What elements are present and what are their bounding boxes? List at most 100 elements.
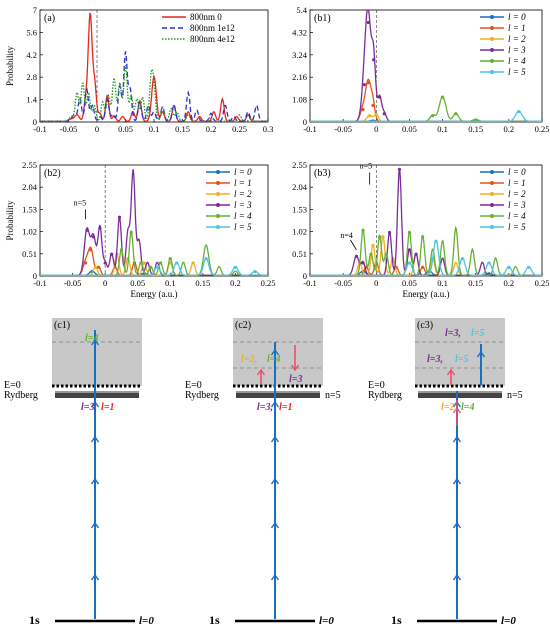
legend-label: l = 3 <box>508 200 526 210</box>
annotation-n5: n=5 <box>360 162 373 171</box>
arrow-head <box>270 521 280 529</box>
chart-b2: -0.1 -0.05 0 0.05 0.1 0.15 0.2 0.25 0 0.51 1.02 1.5… <box>5 160 275 299</box>
x-tick-label: -0.05 <box>60 124 78 134</box>
x-tick-label: 0.05 <box>130 278 145 288</box>
x-tick-label: 0.3 <box>263 124 274 134</box>
series-marker <box>85 228 89 232</box>
arrow-head <box>270 477 280 485</box>
y-tick-label: 2.16 <box>292 72 307 82</box>
n-label: n=5 <box>507 390 523 401</box>
e0-label: E=0 <box>185 380 202 391</box>
y-tick-label: 1.53 <box>292 204 307 214</box>
e0-label: E=0 <box>368 380 385 391</box>
arrow-head <box>90 573 100 581</box>
chart-b3: -0.1 -0.05 0 0.05 0.1 0.15 0.2 0.25 0 0.51 1.02 1.5… <box>292 160 549 299</box>
legend-label: 800nm 4e12 <box>190 34 235 44</box>
x-axis-label: Energy (a.u.) <box>130 289 177 299</box>
legend: l = 0l = 1l = 2l = 3l = 4l = 5 <box>480 167 526 232</box>
legend-label: l = 4 <box>508 211 526 221</box>
l-label-continuum: l=3, <box>427 354 443 365</box>
arrow-head <box>90 477 100 485</box>
continuum-region <box>52 318 142 386</box>
series-marker <box>97 265 101 269</box>
series-marker <box>361 107 365 112</box>
y-tick-label: 0 <box>33 271 37 281</box>
arrow-head <box>90 435 100 443</box>
legend-label: l = 0 <box>508 167 526 177</box>
legend-label: l = 3 <box>234 200 252 210</box>
series-marker <box>89 248 93 252</box>
y-tick-label: 0 <box>33 117 37 127</box>
legend-marker <box>490 70 494 74</box>
series-marker <box>369 252 373 256</box>
y-tick-label: 4.2 <box>26 50 37 60</box>
legend-marker <box>490 225 494 229</box>
y-tick-label: 2.04 <box>22 182 38 192</box>
series-marker <box>381 235 385 239</box>
x-tick-label: -0.1 <box>303 124 316 134</box>
chart-b1: -0.1 -0.05 0 0.05 0.1 0.15 0.2 0.25 0 1.08 2.16 3.2… <box>292 5 549 134</box>
legend-marker <box>216 214 220 218</box>
x-tick-label: 0.1 <box>149 124 160 134</box>
series-marker <box>204 256 208 261</box>
legend-label: l = 1 <box>508 23 526 33</box>
ground-l-label: l=0 <box>501 615 516 627</box>
l-label-continuum: l=3, <box>445 328 461 339</box>
y-tick-label: 4.32 <box>292 27 307 37</box>
arrow-head <box>452 477 462 485</box>
arrow-head <box>270 435 280 443</box>
x-tick-label: 0 <box>374 124 378 134</box>
legend-label: l = 5 <box>234 222 252 232</box>
rydberg-band <box>236 391 320 398</box>
l-label-continuum: l=4 <box>267 354 280 365</box>
series-marker <box>361 228 365 232</box>
y-tick-label: 0.51 <box>292 249 307 259</box>
series-marker <box>378 95 382 99</box>
series-marker <box>384 252 388 256</box>
series-marker <box>407 230 412 235</box>
series-marker <box>368 114 372 118</box>
y-tick-label: 1.08 <box>292 95 307 105</box>
x-tick-label: 0.15 <box>468 278 483 288</box>
series-marker <box>110 252 114 256</box>
series-marker <box>158 261 163 265</box>
legend-label: l = 0 <box>234 167 252 177</box>
l-label-continuum: l=2, <box>241 354 257 365</box>
legend-marker <box>490 203 494 207</box>
legend-marker <box>216 192 220 196</box>
legend-label: l = 4 <box>234 211 252 221</box>
series-marker <box>454 112 458 116</box>
series-marker <box>117 215 122 219</box>
x-axis-label: Energy (a.u.) <box>402 289 449 299</box>
series-marker <box>407 261 412 265</box>
x-tick-label: 0.25 <box>535 124 550 134</box>
x-tick-label: 0 <box>95 124 99 134</box>
chart-a: -0.1 -0.05 0 0.05 0.1 0.15 0.2 0.25 0.3 0 1.4 2.8 4.… <box>5 5 273 134</box>
series-line-1 <box>40 51 268 122</box>
x-tick-label: 0.15 <box>468 124 483 134</box>
series-line-1 <box>310 78 542 122</box>
series-marker <box>155 265 159 269</box>
rydberg-label: Rydberg <box>4 390 38 401</box>
series-line-5 <box>40 257 268 276</box>
x-tick-label: 0.25 <box>232 124 247 134</box>
legend-marker <box>216 170 220 174</box>
series-marker <box>507 265 511 269</box>
l-label-rydberg: l=2, <box>441 402 457 413</box>
x-tick-label: 0.2 <box>504 278 515 288</box>
legend-label: l = 0 <box>508 12 526 22</box>
y-tick-label: 3.24 <box>292 50 308 60</box>
legend: l = 0l = 1l = 2l = 3l = 4l = 5 <box>206 167 252 232</box>
legend-label: l = 2 <box>234 189 252 199</box>
series-marker <box>440 95 445 99</box>
ground-l-label: l=0 <box>319 615 334 627</box>
legend-marker <box>216 225 220 229</box>
legend-marker <box>490 59 494 63</box>
x-tick-label: 0.05 <box>402 278 417 288</box>
x-tick-label: 0.15 <box>175 124 190 134</box>
n-label: n=5 <box>325 390 341 401</box>
series-marker <box>431 114 435 118</box>
